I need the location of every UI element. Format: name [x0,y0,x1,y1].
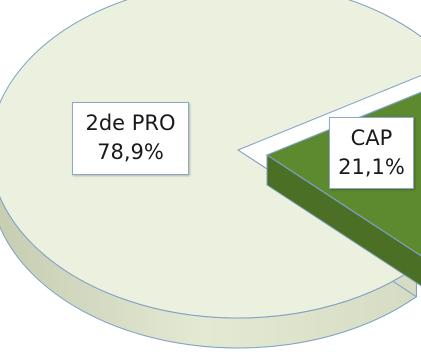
slice-label-2de-pro: 2de PRO 78,9% [72,102,189,175]
slice-2de-pro [0,0,421,319]
slice-category-label: CAP [350,126,393,150]
slice-category-label: 2de PRO [85,111,176,135]
slice-value-label: 78,9% [97,140,164,164]
slice-label-cap: CAP 21,1% [329,117,414,189]
slice-value-label: 21,1% [338,155,405,179]
